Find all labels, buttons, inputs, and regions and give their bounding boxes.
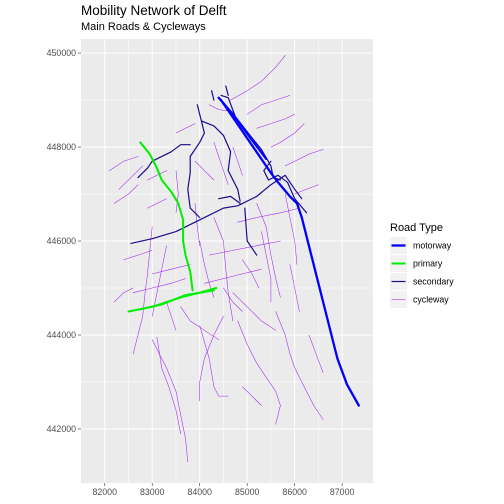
- y-tick-label: 448000: [47, 142, 76, 152]
- cycleway-segment: [256, 203, 281, 298]
- x-tick-label: 84000: [187, 487, 212, 497]
- cycleway-segment: [132, 278, 186, 293]
- legend-label-cycleway: cycleway: [413, 295, 449, 305]
- cycleway-segment: [194, 203, 200, 246]
- cycleway-segment: [284, 193, 298, 265]
- plot-panel: [81, 39, 373, 483]
- cycleway-segment: [156, 337, 181, 434]
- secondary-segment: [225, 85, 229, 97]
- cycleway-segment: [275, 311, 324, 420]
- legend-item-cycleway: cycleway: [390, 291, 449, 308]
- y-axis: 442000 444000 446000 448000 450000: [47, 48, 81, 434]
- cycleway-segment: [261, 231, 272, 303]
- map-title: Mobility Network of Delft: [81, 3, 227, 18]
- secondary-segment: [211, 90, 215, 101]
- road-series-primary: [127, 141, 218, 313]
- cycleway-segment: [308, 334, 324, 373]
- cycleway-segment: [147, 198, 167, 209]
- x-tick-label: 82000: [93, 487, 118, 497]
- x-tick-label: 85000: [235, 487, 260, 497]
- road-network: [109, 55, 360, 463]
- cycleway-segment: [175, 170, 179, 214]
- legend-item-motorway: motorway: [390, 237, 452, 254]
- cycleway-segment: [289, 264, 300, 312]
- y-tick-label: 442000: [47, 424, 76, 434]
- y-tick-label: 446000: [47, 236, 76, 246]
- cycleway-segment: [246, 95, 291, 115]
- cycleway-segment: [199, 315, 224, 402]
- cycleway-segment: [113, 287, 134, 303]
- legend: Road Type motorway primary secondary cyclewa…: [390, 222, 454, 308]
- y-tick-label: 450000: [47, 48, 76, 58]
- motorway-segment: [217, 96, 268, 160]
- cycleway-segment: [118, 165, 143, 190]
- primary-segment: [139, 289, 215, 311]
- legend-label-motorway: motorway: [413, 241, 452, 251]
- motorway-segment: [219, 98, 360, 407]
- cycleway-segment: [237, 320, 281, 425]
- cycleway-segment: [213, 142, 229, 185]
- cycleway-segment: [237, 207, 300, 223]
- x-tick-label: 86000: [282, 487, 307, 497]
- cycleway-segment: [208, 240, 281, 256]
- cycleway-segment: [270, 123, 305, 148]
- cycleway-segment: [151, 264, 191, 275]
- cycleway-segment: [223, 287, 243, 312]
- road-series-cycleway: [109, 55, 324, 463]
- cycleway-segment: [232, 292, 276, 331]
- cycleway-segment: [242, 259, 260, 289]
- cycleway-segment: [151, 339, 189, 463]
- secondary-segment: [263, 160, 308, 214]
- cycleway-segment: [166, 301, 177, 331]
- cycleway-segment: [232, 146, 243, 176]
- road-series-motorway: [217, 96, 360, 407]
- cycleway-segment: [109, 156, 139, 171]
- cycleway-segment: [230, 55, 286, 101]
- legend-title: Road Type: [390, 222, 443, 234]
- x-axis: 82000 83000 84000 85000 86000 87000: [93, 483, 355, 497]
- y-tick-label: 444000: [47, 330, 76, 340]
- legend-label-primary: primary: [413, 259, 443, 269]
- cycleway-segment: [213, 217, 234, 322]
- legend-item-primary: primary: [390, 255, 443, 272]
- grid-minor: [81, 39, 373, 483]
- cycleway-segment: [204, 268, 262, 284]
- primary-segment: [139, 141, 194, 292]
- cycleway-segment: [175, 123, 196, 134]
- cycleway-segment: [294, 184, 319, 195]
- secondary-segment: [244, 207, 258, 256]
- x-tick-label: 83000: [140, 487, 165, 497]
- secondary-segment: [201, 120, 241, 202]
- map-subtitle: Main Roads & Cycleways: [81, 21, 206, 33]
- cycleway-segment: [284, 149, 324, 167]
- cycleway-segment: [199, 325, 229, 397]
- cycleway-segment: [123, 250, 153, 261]
- cycleway-segment: [256, 113, 295, 129]
- cycleway-segment: [113, 184, 139, 204]
- cycleway-segment: [194, 160, 215, 181]
- legend-label-secondary: secondary: [413, 277, 454, 287]
- cycleway-segment: [151, 245, 167, 317]
- cycleway-segment: [180, 306, 219, 340]
- secondary-segment: [130, 174, 303, 244]
- cycleway-segment: [132, 226, 153, 355]
- secondary-segment: [218, 195, 241, 204]
- legend-item-secondary: secondary: [390, 273, 454, 290]
- x-tick-label: 87000: [330, 487, 355, 497]
- secondary-segment: [137, 144, 191, 179]
- secondary-segment: [187, 104, 205, 219]
- cycleway-segment: [242, 386, 262, 406]
- cycleway-segment: [147, 170, 167, 181]
